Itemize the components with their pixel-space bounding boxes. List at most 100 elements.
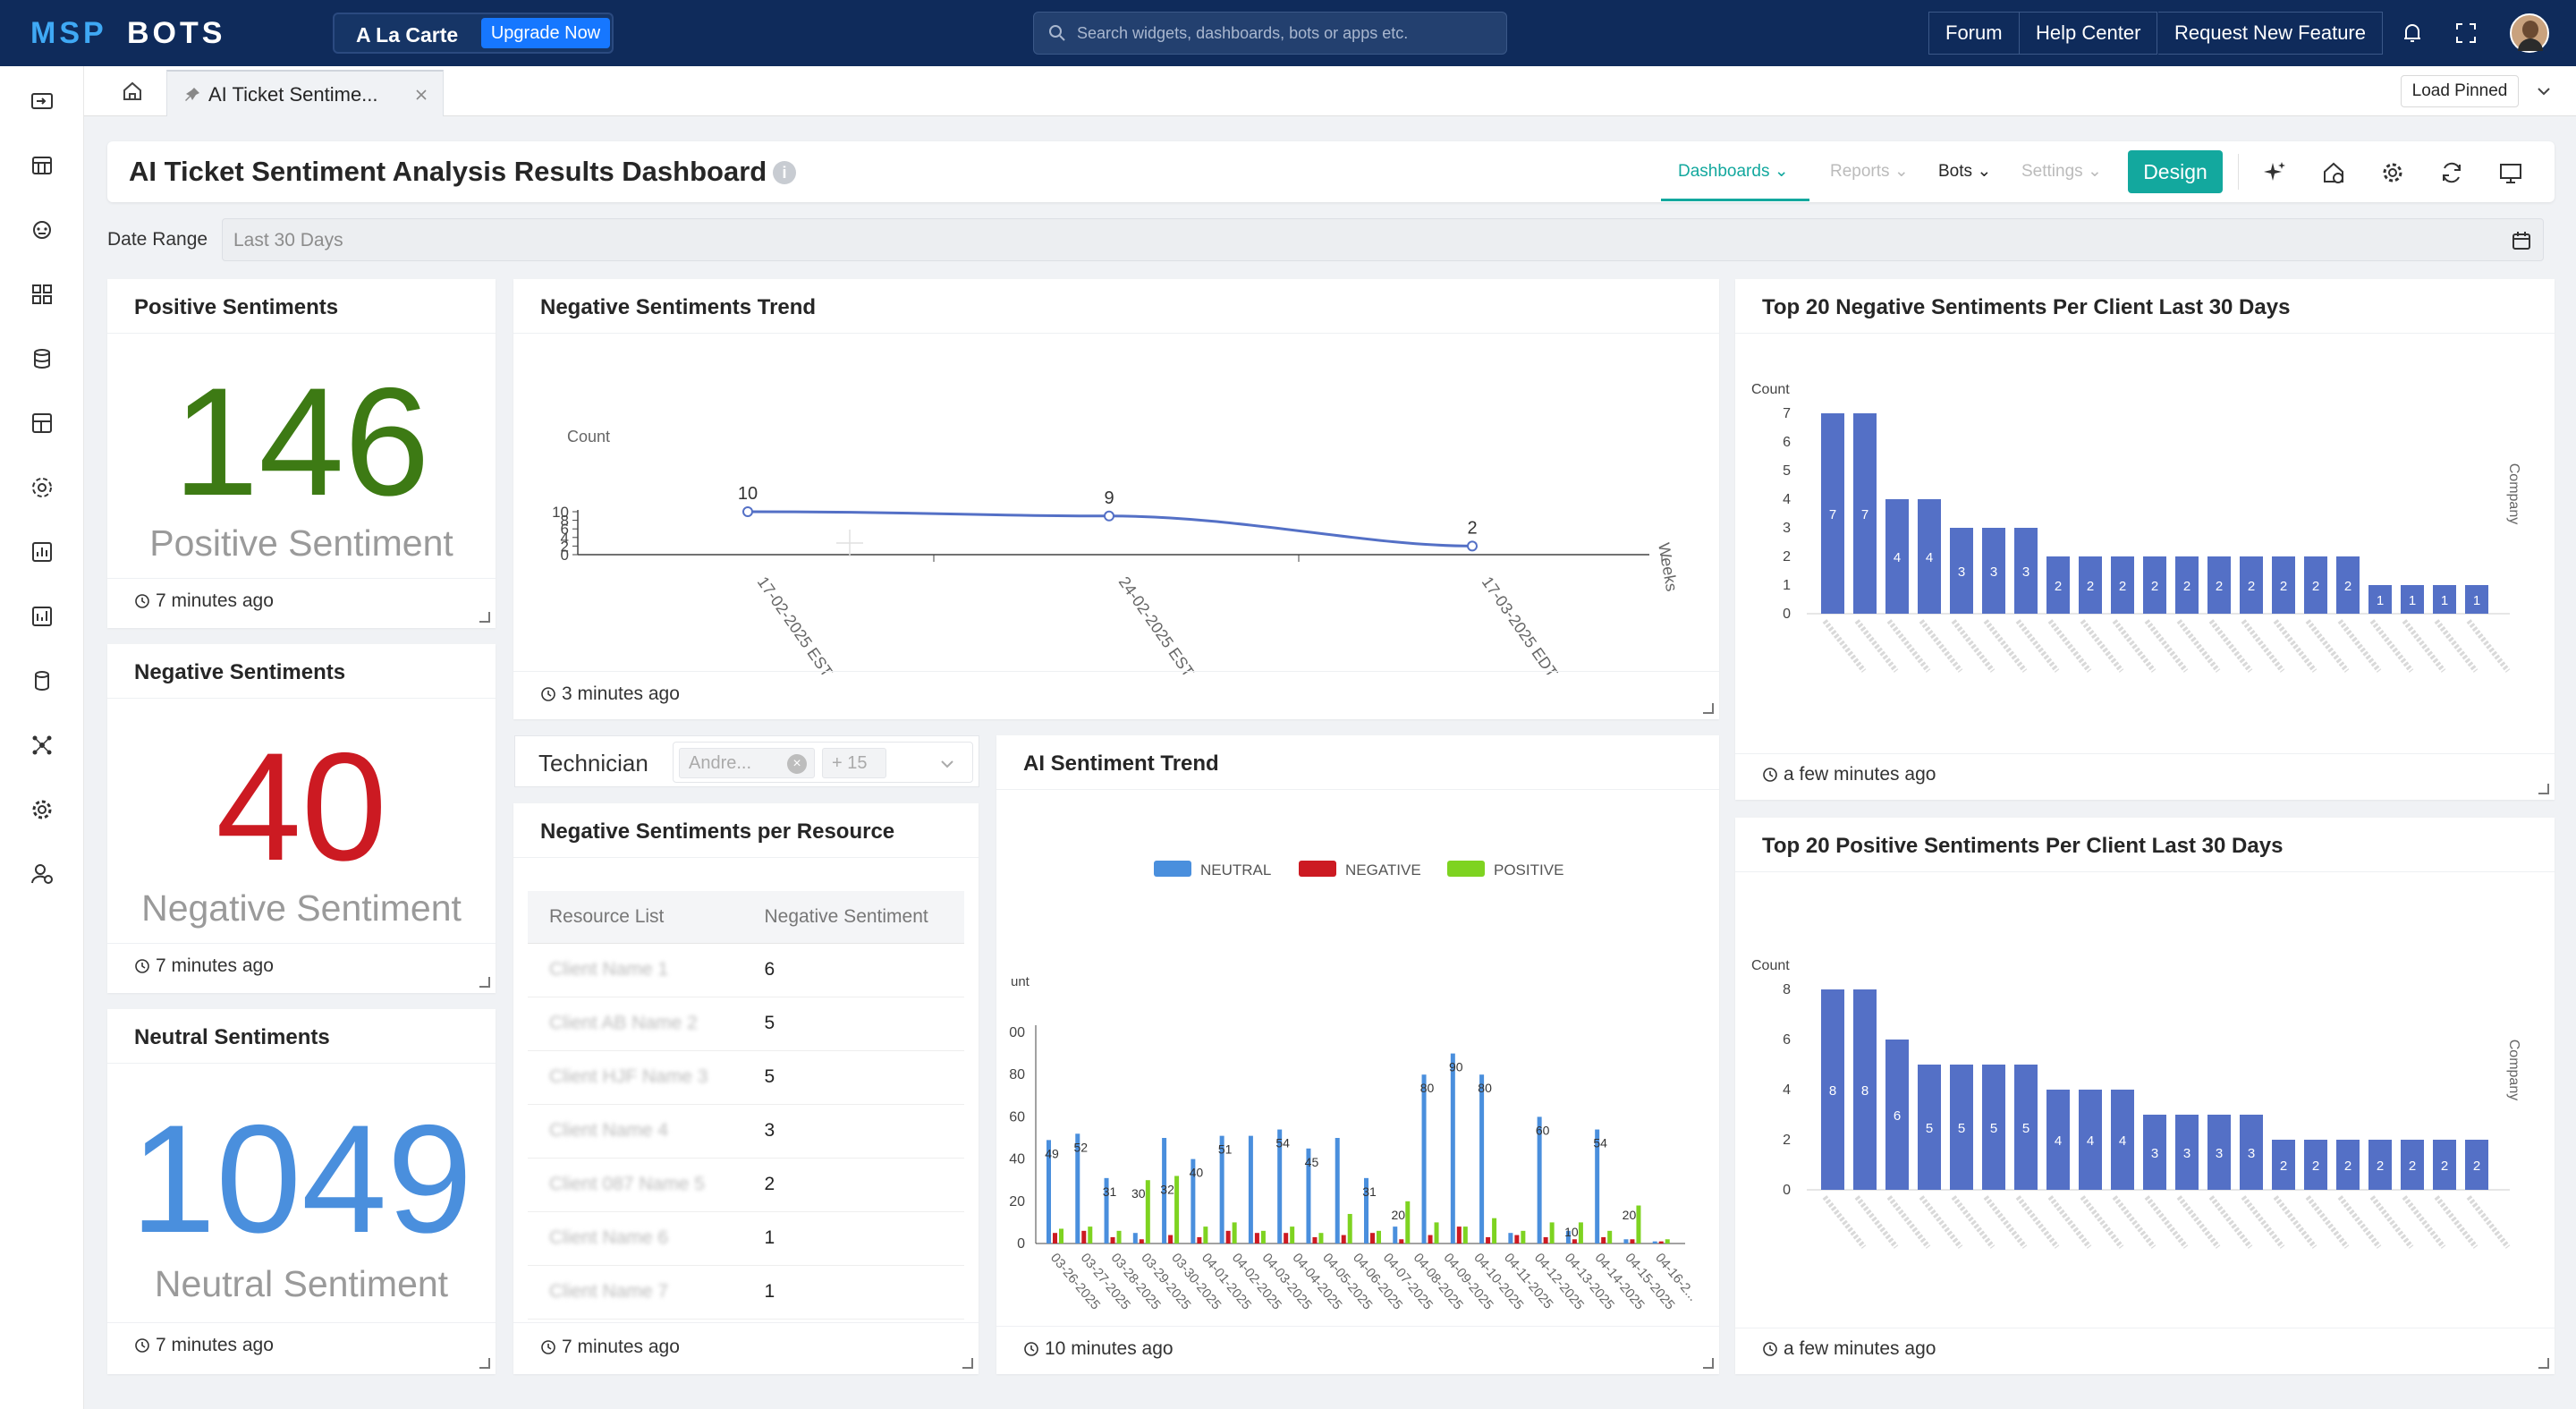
- bell-icon[interactable]: [2397, 18, 2428, 48]
- resize-handle[interactable]: [479, 1358, 490, 1369]
- calendar-icon[interactable]: [2509, 228, 2534, 253]
- bar-neutral: [1162, 1138, 1167, 1243]
- upgrade-now-button[interactable]: Upgrade Now: [481, 18, 610, 48]
- workflow-icon[interactable]: [27, 730, 57, 760]
- bar-neutral: [1075, 1133, 1080, 1243]
- remove-chip-icon[interactable]: ×: [787, 754, 807, 774]
- bar-neutral: [1248, 1135, 1253, 1243]
- home-icon[interactable]: [120, 79, 145, 104]
- database-icon[interactable]: [27, 666, 57, 696]
- divider: [996, 789, 1719, 790]
- bar-negative: [1225, 1230, 1231, 1243]
- column-header-resource[interactable]: Resource List: [528, 891, 743, 944]
- bar: [1853, 989, 1877, 1190]
- crosshair: [836, 530, 863, 556]
- analytics-icon[interactable]: [27, 601, 57, 632]
- info-icon[interactable]: i: [773, 161, 796, 184]
- resize-handle[interactable]: [479, 977, 490, 988]
- resize-handle[interactable]: [1703, 703, 1714, 714]
- ai-sparkle-icon[interactable]: [2261, 159, 2288, 186]
- global-search-input[interactable]: Search widgets, dashboards, bots or apps…: [1033, 12, 1507, 55]
- tabs-bar: AI Ticket Sentime... Load Pinned: [84, 66, 2576, 116]
- close-icon[interactable]: [414, 88, 428, 102]
- data-label: 31: [1362, 1184, 1377, 1199]
- resize-handle[interactable]: [1703, 1358, 1714, 1369]
- reports-icon[interactable]: [27, 537, 57, 567]
- datasets-icon[interactable]: [27, 344, 57, 374]
- user-settings-icon[interactable]: [27, 859, 57, 889]
- presentation-icon[interactable]: [2497, 159, 2524, 186]
- menu-bots-label: Bots: [1938, 162, 1973, 181]
- bar: [2304, 556, 2327, 614]
- refresh-icon[interactable]: [2438, 159, 2465, 186]
- avatar[interactable]: [2510, 13, 2549, 53]
- settings-icon[interactable]: [27, 794, 57, 825]
- data-label: 3: [2248, 1146, 2255, 1161]
- menu-dashboards[interactable]: Dashboards ⌄: [1678, 161, 1789, 182]
- design-button[interactable]: Design: [2128, 150, 2223, 193]
- menu-bots[interactable]: Bots ⌄: [1938, 161, 1991, 182]
- clock-icon: [1024, 1342, 1038, 1356]
- bar-negative: [1197, 1236, 1202, 1243]
- chevron-down-icon[interactable]: [2535, 82, 2553, 100]
- gear-icon[interactable]: [2379, 159, 2406, 186]
- y-tick-label: 6: [1783, 435, 1791, 450]
- x-tick-label-redacted: [2112, 619, 2157, 673]
- x-tick-label-redacted: [2176, 1195, 2221, 1249]
- top-bar: MSP BOTS A La Carte Upgrade Now Search w…: [0, 0, 2576, 66]
- data-label: 2: [2087, 579, 2094, 594]
- bar: [2014, 1065, 2038, 1190]
- resize-handle[interactable]: [2538, 1358, 2549, 1369]
- integrations-icon[interactable]: [27, 472, 57, 503]
- load-pinned-button[interactable]: Load Pinned: [2401, 75, 2519, 107]
- bar-positive: [1521, 1230, 1526, 1243]
- resource-name: Client 087 Name 5: [528, 1158, 743, 1212]
- column-header-negative[interactable]: Negative Sentiment: [742, 891, 964, 944]
- bar-positive: [1260, 1230, 1266, 1243]
- resize-handle[interactable]: [2538, 784, 2549, 794]
- menu-settings[interactable]: Settings ⌄: [2021, 161, 2102, 182]
- mspbots-logo[interactable]: MSP BOTS: [30, 16, 299, 50]
- pin-icon[interactable]: [183, 86, 201, 104]
- bar-negative: [1312, 1236, 1318, 1243]
- positive-count: 146: [173, 356, 430, 528]
- bar-negative: [1284, 1233, 1289, 1243]
- widgets-icon[interactable]: [27, 279, 57, 310]
- updated-time: 7 minutes ago: [156, 955, 274, 976]
- x-axis-title: Weeks: [1655, 541, 1681, 592]
- dashboards-icon[interactable]: [27, 408, 57, 438]
- technician-select[interactable]: Andre... × + 15: [673, 742, 973, 783]
- chevron-down-icon: ⌄: [1894, 162, 1909, 181]
- menu-reports[interactable]: Reports ⌄: [1830, 161, 1909, 182]
- data-label: 2: [2280, 579, 2287, 594]
- bar: [2079, 1090, 2102, 1190]
- tab-ai-ticket-sentiment[interactable]: AI Ticket Sentime...: [166, 70, 444, 116]
- bots-icon[interactable]: [27, 215, 57, 245]
- updated-time: a few minutes ago: [1784, 1338, 1936, 1359]
- apps-icon[interactable]: [27, 150, 57, 181]
- help-center-link[interactable]: Help Center: [2020, 12, 2158, 55]
- bar-negative: [1053, 1233, 1057, 1243]
- x-tick-label-redacted: [2305, 619, 2350, 673]
- bar: [2433, 585, 2456, 614]
- collapse-icon[interactable]: [27, 86, 57, 116]
- technician-chip[interactable]: Andre... ×: [679, 748, 815, 778]
- request-feature-link[interactable]: Request New Feature: [2158, 12, 2383, 55]
- data-label: 3: [2151, 1146, 2158, 1161]
- resize-handle[interactable]: [962, 1358, 973, 1369]
- date-range-input[interactable]: Last 30 Days: [222, 218, 2544, 261]
- data-label: 10: [738, 484, 758, 504]
- resource-name: Client HJF Name 3: [528, 1050, 743, 1105]
- subscribe-icon[interactable]: [2320, 159, 2347, 186]
- resize-handle[interactable]: [479, 612, 490, 623]
- fullscreen-icon[interactable]: [2451, 18, 2481, 48]
- chevron-down-icon[interactable]: [938, 755, 956, 773]
- forum-link[interactable]: Forum: [1928, 12, 2020, 55]
